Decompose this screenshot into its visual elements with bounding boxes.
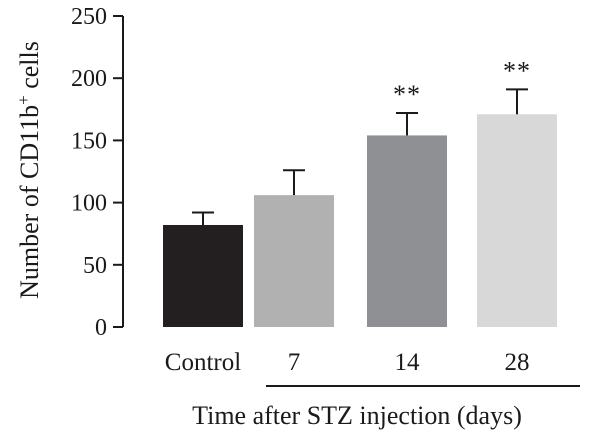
bar-control [163,224,243,327]
significance-marker: ** [503,56,531,85]
y-axis-title-main: Number of CD11b [15,105,44,299]
y-axis-title-suffix: cells [15,41,44,95]
y-tick-label: 200 [71,66,107,92]
y-axis: 0 50 100 150 200 250 [71,4,124,341]
y-axis-title: Number of CD11b+ cells [14,41,45,299]
x-category-label: 28 [505,349,530,376]
y-axis-title-superscript: + [14,95,33,105]
x-axis-title: Time after STZ injection (days) [192,401,522,430]
y-tick-label: 50 [83,253,107,279]
x-axis-category-labels: Control 7 14 28 [165,349,530,376]
x-category-label: 14 [395,349,421,376]
bar-28 [477,114,557,327]
y-tick-label: 150 [71,128,107,154]
x-category-label: 7 [288,349,301,376]
bars-layer [163,114,557,327]
error-bars-layer [192,88,528,225]
y-tick-label: 0 [95,315,107,341]
significance-layer: ** ** [393,56,531,109]
bar-14 [367,135,447,327]
y-tick-label: 250 [71,4,107,30]
x-category-label: Control [165,349,241,376]
y-tick-label: 100 [71,191,107,217]
bar-7 [254,195,334,327]
significance-marker: ** [393,80,421,109]
